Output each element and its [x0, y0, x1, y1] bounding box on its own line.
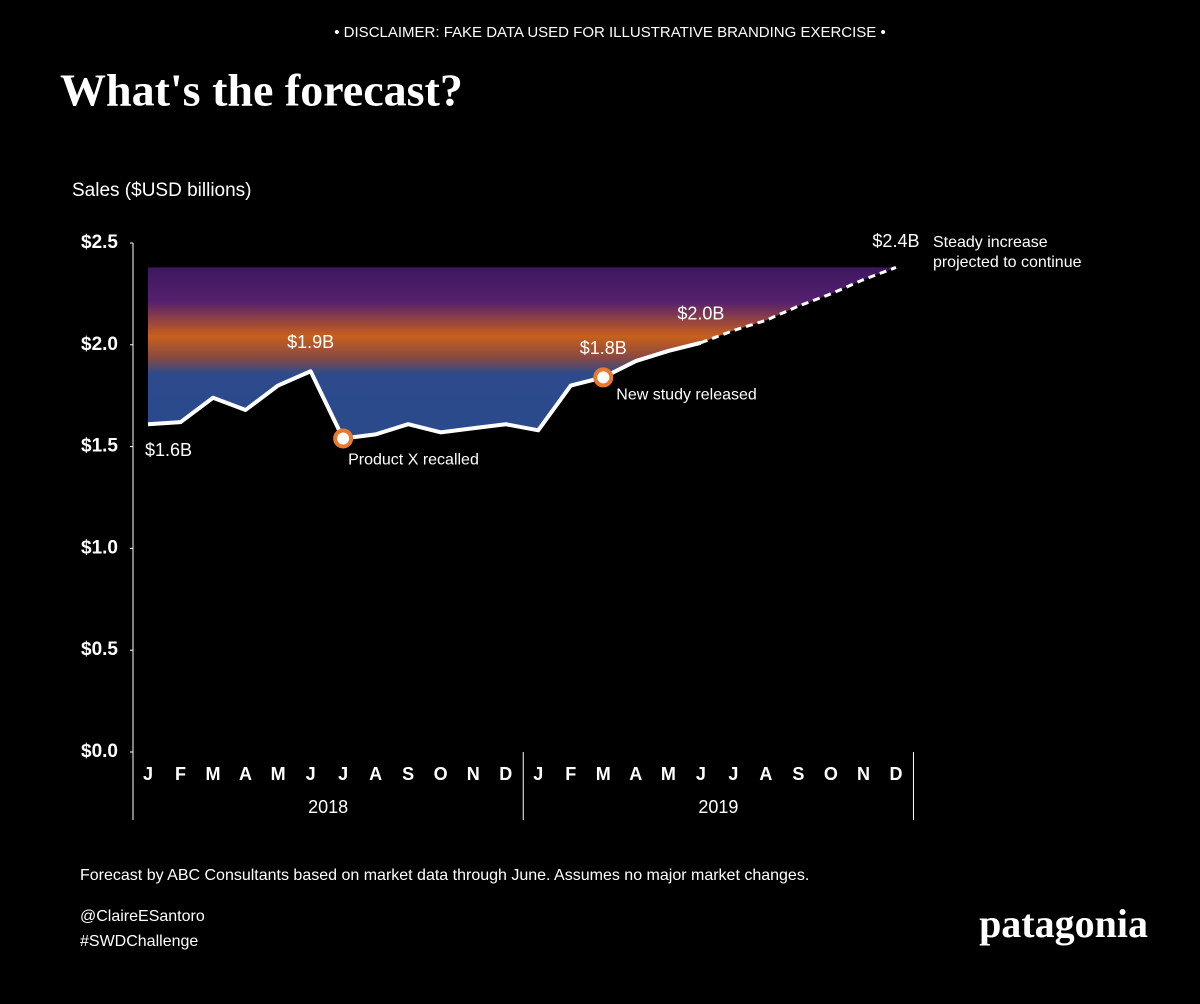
x-tick-label: D — [889, 764, 902, 784]
data-label: $2.0B — [677, 304, 724, 324]
brand-logo: patagonia — [979, 901, 1148, 946]
x-tick-label: J — [728, 764, 738, 784]
x-tick-label: O — [434, 764, 448, 784]
x-tick-label: N — [467, 764, 480, 784]
x-tick-label: A — [369, 764, 382, 784]
event-marker — [333, 428, 354, 449]
data-label: $1.9B — [287, 332, 334, 352]
chart-title: What's the forecast? — [60, 65, 463, 116]
y-tick-label: $0.0 — [81, 741, 118, 762]
x-tick-label: A — [759, 764, 772, 784]
x-tick-label: J — [696, 764, 706, 784]
y-tick-label: $1.0 — [81, 537, 118, 558]
x-tick-label: A — [239, 764, 252, 784]
x-tick-label: J — [143, 764, 153, 784]
year-label: 2019 — [698, 797, 738, 817]
event-marker — [593, 367, 614, 388]
credit: #SWDChallenge — [80, 933, 198, 950]
data-label: $2.4B — [872, 231, 919, 251]
x-tick-label: F — [565, 764, 576, 784]
x-tick-label: D — [499, 764, 512, 784]
footnote: Forecast by ABC Consultants based on mar… — [80, 867, 809, 884]
disclaimer: • DISCLAIMER: FAKE DATA USED FOR ILLUSTR… — [334, 24, 885, 41]
y-tick-label: $2.5 — [81, 232, 118, 253]
x-tick-label: J — [306, 764, 316, 784]
x-tick-label: O — [824, 764, 838, 784]
credit: @ClaireESantoro — [80, 908, 205, 925]
data-label: $1.8B — [580, 338, 627, 358]
y-tick-label: $1.5 — [81, 436, 118, 457]
x-tick-label: S — [402, 764, 414, 784]
x-tick-label: S — [792, 764, 804, 784]
x-tick-label: M — [596, 764, 611, 784]
series-line — [700, 266, 897, 345]
y-tick-label: $2.0 — [81, 334, 118, 355]
x-tick-label: M — [271, 764, 286, 784]
x-tick-label: J — [338, 764, 348, 784]
year-label: 2018 — [308, 797, 348, 817]
x-tick-label: M — [661, 764, 676, 784]
y-tick-label: $0.5 — [81, 639, 118, 660]
annotation: Product X recalled — [348, 452, 479, 469]
x-tick-label: J — [533, 764, 543, 784]
x-tick-label: F — [175, 764, 186, 784]
gradient-band — [148, 267, 896, 439]
annotation: projected to continue — [933, 254, 1082, 271]
x-tick-label: M — [206, 764, 221, 784]
x-tick-label: N — [857, 764, 870, 784]
annotation: Steady increase — [933, 234, 1048, 251]
y-axis-label: Sales ($USD billions) — [72, 180, 252, 201]
annotation: New study released — [616, 387, 757, 404]
data-label: $1.6B — [145, 440, 192, 460]
x-tick-label: A — [629, 764, 642, 784]
plot-area: $0.0$0.5$1.0$1.5$2.0$2.5J F M A M J J A S O N D J F M A… — [81, 231, 1082, 820]
